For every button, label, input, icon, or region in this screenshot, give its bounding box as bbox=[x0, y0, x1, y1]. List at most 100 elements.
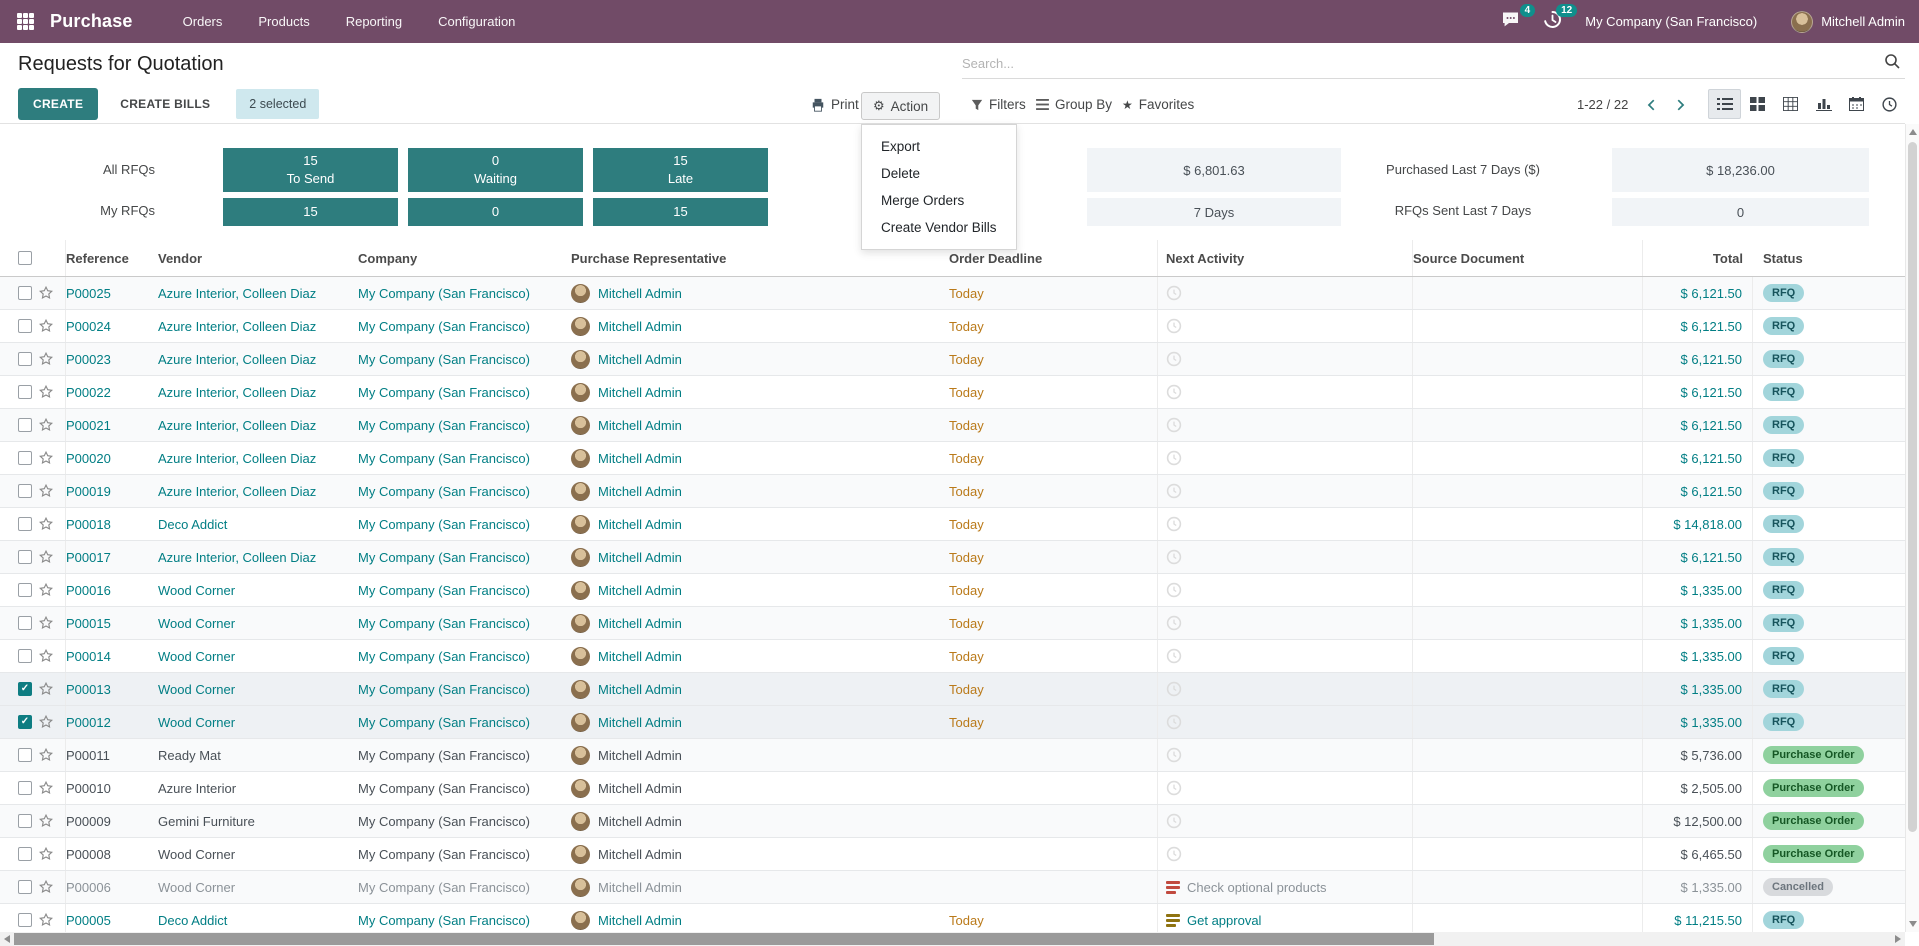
user-menu[interactable]: Mitchell Admin bbox=[1821, 14, 1905, 29]
row-checkbox[interactable] bbox=[18, 682, 32, 696]
next-activity-cell[interactable] bbox=[1158, 838, 1413, 870]
next-activity-cell[interactable] bbox=[1158, 475, 1413, 507]
next-activity-cell[interactable]: Check optional products bbox=[1158, 871, 1413, 903]
horizontal-scroll-thumb[interactable] bbox=[14, 933, 1434, 945]
row-star-toggle[interactable] bbox=[38, 780, 54, 796]
row-checkbox[interactable] bbox=[18, 814, 32, 828]
select-all-checkbox[interactable] bbox=[18, 251, 32, 265]
view-calendar-button[interactable] bbox=[1840, 89, 1873, 119]
table-row-p00012[interactable]: P00012 Wood Corner My Company (San Franc… bbox=[0, 706, 1905, 739]
table-row-p00021[interactable]: P00021 Azure Interior, Colleen Diaz My C… bbox=[0, 409, 1905, 442]
next-activity-cell[interactable] bbox=[1158, 574, 1413, 606]
next-activity-cell[interactable] bbox=[1158, 442, 1413, 474]
pager-range[interactable]: 1-22 / 22 bbox=[1577, 97, 1629, 112]
next-activity-cell[interactable] bbox=[1158, 277, 1413, 309]
next-activity-cell[interactable] bbox=[1158, 376, 1413, 408]
row-star-toggle[interactable] bbox=[38, 615, 54, 631]
table-row-p00014[interactable]: P00014 Wood Corner My Company (San Franc… bbox=[0, 640, 1905, 673]
next-activity-cell[interactable] bbox=[1158, 706, 1413, 738]
next-activity-cell[interactable] bbox=[1158, 343, 1413, 375]
column-header-vendor[interactable]: Vendor bbox=[158, 250, 203, 266]
row-star-toggle[interactable] bbox=[38, 813, 54, 829]
action-button[interactable]: ⚙ Action bbox=[861, 92, 941, 120]
row-checkbox[interactable] bbox=[18, 550, 32, 564]
next-activity-cell[interactable] bbox=[1158, 640, 1413, 672]
row-checkbox[interactable] bbox=[18, 418, 32, 432]
next-activity-cell[interactable] bbox=[1158, 310, 1413, 342]
row-star-toggle[interactable] bbox=[38, 285, 54, 301]
table-row-p00011[interactable]: P00011 Ready Mat My Company (San Francis… bbox=[0, 739, 1905, 772]
scroll-right-arrow[interactable] bbox=[1895, 935, 1901, 943]
column-header-status[interactable]: Status bbox=[1763, 250, 1803, 266]
create-button[interactable]: CREATE bbox=[18, 88, 99, 120]
row-star-toggle[interactable] bbox=[38, 648, 54, 664]
row-checkbox[interactable] bbox=[18, 517, 32, 531]
column-header-next-activity[interactable]: Next Activity bbox=[1158, 240, 1413, 276]
filters-button[interactable]: Filters bbox=[963, 92, 1034, 117]
next-activity-cell[interactable] bbox=[1158, 409, 1413, 441]
view-activity-button[interactable] bbox=[1873, 89, 1906, 119]
table-row-p00023[interactable]: P00023 Azure Interior, Colleen Diaz My C… bbox=[0, 343, 1905, 376]
row-checkbox[interactable] bbox=[18, 385, 32, 399]
nav-menu-configuration[interactable]: Configuration bbox=[438, 14, 516, 29]
row-star-toggle[interactable] bbox=[38, 351, 54, 367]
row-star-toggle[interactable] bbox=[38, 450, 54, 466]
pager-next[interactable] bbox=[1668, 94, 1692, 116]
kpi-all-late[interactable]: 15 Late bbox=[593, 148, 768, 192]
table-row-p00016[interactable]: P00016 Wood Corner My Company (San Franc… bbox=[0, 574, 1905, 607]
table-row-p00013[interactable]: P00013 Wood Corner My Company (San Franc… bbox=[0, 673, 1905, 706]
row-checkbox[interactable] bbox=[18, 319, 32, 333]
nav-menu-reporting[interactable]: Reporting bbox=[345, 14, 403, 29]
row-checkbox[interactable] bbox=[18, 352, 32, 366]
kpi-my-box-2[interactable]: 15 bbox=[593, 198, 768, 226]
next-activity-cell[interactable]: Get approval bbox=[1158, 904, 1413, 936]
horizontal-scrollbar[interactable] bbox=[0, 932, 1905, 946]
table-row-p00006[interactable]: P00006 Wood Corner My Company (San Franc… bbox=[0, 871, 1905, 904]
row-checkbox[interactable] bbox=[18, 616, 32, 630]
messages-icon[interactable]: 4 bbox=[1501, 3, 1536, 34]
create-bills-button[interactable]: CREATE BILLS bbox=[106, 88, 225, 120]
nav-menu-orders[interactable]: Orders bbox=[182, 14, 223, 29]
row-star-toggle[interactable] bbox=[38, 681, 54, 697]
row-checkbox[interactable] bbox=[18, 847, 32, 861]
row-checkbox[interactable] bbox=[18, 781, 32, 795]
kpi-all-waiting[interactable]: 0 Waiting bbox=[408, 148, 583, 192]
row-star-toggle[interactable] bbox=[38, 912, 54, 928]
view-kanban-button[interactable] bbox=[1741, 89, 1774, 119]
table-row-p00015[interactable]: P00015 Wood Corner My Company (San Franc… bbox=[0, 607, 1905, 640]
row-star-toggle[interactable] bbox=[38, 516, 54, 532]
activities-icon[interactable]: 12 bbox=[1543, 3, 1578, 34]
next-activity-cell[interactable] bbox=[1158, 739, 1413, 771]
row-checkbox[interactable] bbox=[18, 913, 32, 927]
row-star-toggle[interactable] bbox=[38, 714, 54, 730]
table-row-p00010[interactable]: P00010 Azure Interior My Company (San Fr… bbox=[0, 772, 1905, 805]
action-menu-merge-orders[interactable]: Merge Orders bbox=[881, 193, 965, 208]
column-header-source-document[interactable]: Source Document bbox=[1413, 240, 1643, 276]
view-pivot-button[interactable] bbox=[1774, 89, 1807, 119]
column-header-order-deadline[interactable]: Order Deadline bbox=[941, 240, 1158, 276]
scroll-down-arrow[interactable] bbox=[1909, 921, 1917, 927]
row-star-toggle[interactable] bbox=[38, 384, 54, 400]
row-star-toggle[interactable] bbox=[38, 549, 54, 565]
row-checkbox[interactable] bbox=[18, 880, 32, 894]
search-input[interactable] bbox=[962, 56, 1884, 71]
row-star-toggle[interactable] bbox=[38, 582, 54, 598]
search-icon[interactable] bbox=[1884, 53, 1901, 75]
view-graph-button[interactable] bbox=[1807, 89, 1840, 119]
kpi-my-box-1[interactable]: 0 bbox=[408, 198, 583, 226]
row-checkbox[interactable] bbox=[18, 649, 32, 663]
user-avatar[interactable] bbox=[1791, 10, 1814, 33]
table-row-p00019[interactable]: P00019 Azure Interior, Colleen Diaz My C… bbox=[0, 475, 1905, 508]
row-checkbox[interactable] bbox=[18, 286, 32, 300]
scroll-up-arrow[interactable] bbox=[1909, 129, 1917, 135]
column-header-total[interactable]: Total bbox=[1712, 250, 1743, 266]
action-menu-create-vendor-bills[interactable]: Create Vendor Bills bbox=[881, 220, 997, 235]
column-header-company[interactable]: Company bbox=[358, 250, 418, 266]
pager-previous[interactable] bbox=[1640, 94, 1664, 116]
vertical-scroll-thumb[interactable] bbox=[1908, 142, 1917, 832]
print-button[interactable]: Print bbox=[803, 92, 867, 117]
table-row-p00022[interactable]: P00022 Azure Interior, Colleen Diaz My C… bbox=[0, 376, 1905, 409]
column-header-purchase-representative[interactable]: Purchase Representative bbox=[571, 250, 727, 266]
row-checkbox[interactable] bbox=[18, 484, 32, 498]
view-list-button[interactable] bbox=[1708, 89, 1741, 119]
